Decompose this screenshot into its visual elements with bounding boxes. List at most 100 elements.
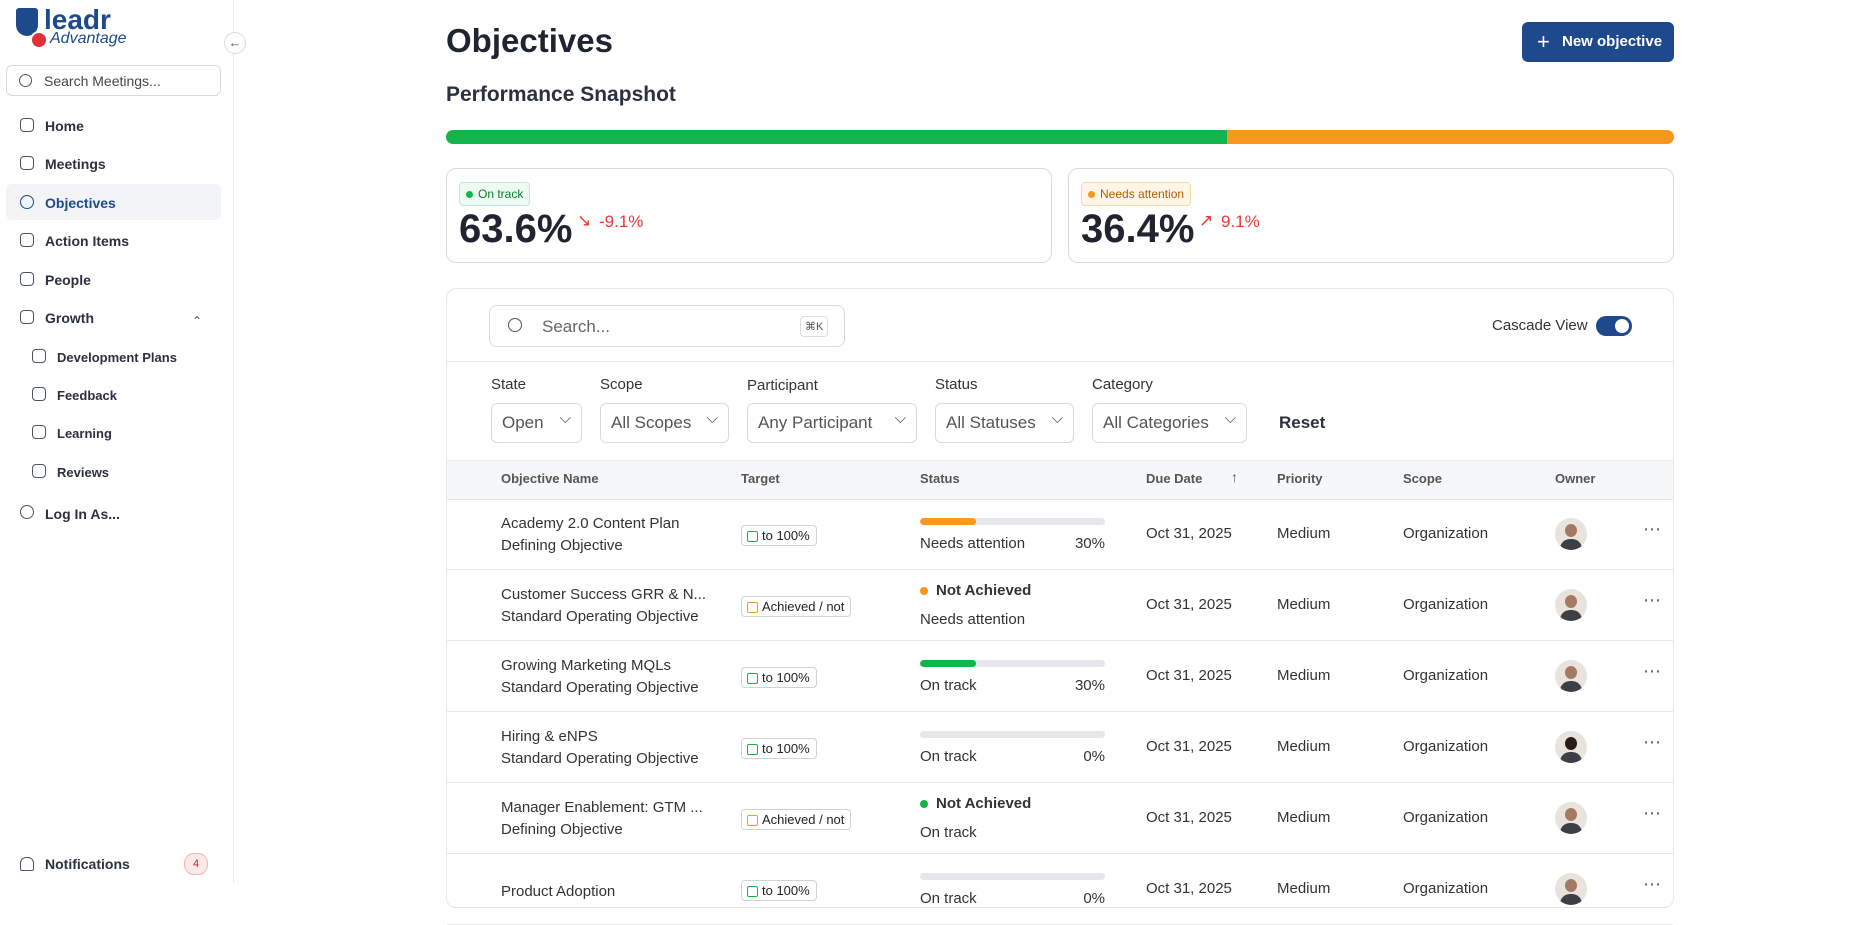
result-dot bbox=[920, 587, 928, 595]
avatar-body bbox=[1560, 539, 1582, 550]
scope: Organization bbox=[1403, 525, 1489, 542]
nav-icon bbox=[20, 233, 34, 247]
filter-select[interactable]: All Scopes ⌵ bbox=[600, 403, 729, 443]
objective-name[interactable]: Product Adoption bbox=[501, 883, 616, 900]
owner-avatar bbox=[1555, 518, 1587, 550]
target-tag: to 100% bbox=[741, 738, 817, 759]
page-title: Objectives bbox=[446, 22, 613, 59]
filter-value: All Categories bbox=[1103, 413, 1209, 432]
snapshot-segment bbox=[446, 130, 1227, 144]
status-label: Needs attention bbox=[920, 611, 1026, 628]
target-icon bbox=[747, 673, 758, 684]
chevron: ⌵ bbox=[894, 410, 906, 427]
meeting-search[interactable]: Search Meetings... bbox=[6, 65, 221, 96]
objective-name[interactable]: Growing Marketing MQLs bbox=[501, 657, 672, 674]
nav-link[interactable]: Reviews bbox=[57, 465, 110, 480]
divider bbox=[447, 361, 1673, 362]
nav-icon bbox=[20, 505, 34, 519]
snapshot-title: Performance Snapshot bbox=[446, 83, 676, 106]
logo-mark bbox=[16, 8, 38, 36]
row-menu[interactable]: ⋯ bbox=[1643, 874, 1661, 894]
chevron: ⌵ bbox=[706, 410, 718, 427]
logo-text: leadr bbox=[44, 4, 111, 35]
nav-icon bbox=[20, 310, 34, 324]
nav-link[interactable]: Log In As... bbox=[45, 506, 120, 522]
avatar-body bbox=[1560, 610, 1582, 621]
notifications-link[interactable]: Notifications bbox=[45, 856, 130, 872]
row-menu[interactable]: ⋯ bbox=[1643, 661, 1661, 681]
objective-name[interactable]: Hiring & eNPS bbox=[501, 728, 598, 745]
status-label: On track bbox=[920, 824, 977, 841]
nav-icon bbox=[32, 464, 46, 478]
status-label: Needs attention bbox=[920, 535, 1026, 552]
table-row: Manager Enablement: GTM ... Defining Obje… bbox=[447, 783, 1673, 854]
search-placeholder: Search... bbox=[542, 317, 611, 336]
objective-search[interactable]: Search... ⌘K bbox=[489, 305, 845, 347]
filter-value: Open bbox=[502, 413, 544, 432]
nav-link[interactable]: Meetings bbox=[45, 156, 106, 172]
objective-kind: Standard Operating Objective bbox=[501, 608, 699, 625]
priority: Medium bbox=[1277, 667, 1331, 684]
progress-label: 0% bbox=[1083, 748, 1105, 765]
filter-select[interactable]: All Categories ⌵ bbox=[1092, 403, 1247, 443]
table-row: Growing Marketing MQLs Standard Operating… bbox=[447, 641, 1673, 712]
new-objective-button[interactable]: + New objective bbox=[1522, 22, 1674, 62]
row-menu[interactable]: ⋯ bbox=[1643, 803, 1661, 823]
reset-button[interactable]: Reset bbox=[1279, 413, 1326, 432]
filter-select[interactable]: Any Participant ⌵ bbox=[747, 403, 917, 443]
objective-kind: Standard Operating Objective bbox=[501, 750, 699, 767]
objective-name[interactable]: Customer Success GRR & N... bbox=[501, 586, 707, 603]
nav-link[interactable]: Objectives bbox=[45, 195, 116, 211]
row-menu[interactable]: ⋯ bbox=[1643, 590, 1661, 610]
owner-avatar bbox=[1555, 660, 1587, 692]
table-row: Hiring & eNPS Standard Operating Objectiv… bbox=[447, 712, 1673, 783]
toggle-knob bbox=[1615, 319, 1629, 333]
column-header: Owner bbox=[1555, 471, 1596, 486]
nav-link[interactable]: Learning bbox=[57, 426, 112, 441]
cascade-label: Cascade View bbox=[1492, 317, 1588, 334]
objectives-panel: Search... ⌘K Cascade View Reset Academy … bbox=[446, 288, 1674, 925]
filter-select[interactable]: All Statuses ⌵ bbox=[935, 403, 1074, 443]
nav-icon bbox=[20, 195, 34, 209]
nav-link[interactable]: Action Items bbox=[45, 233, 130, 249]
progress-track bbox=[920, 873, 1105, 880]
table-header bbox=[447, 460, 1673, 500]
notification-count: 4 bbox=[184, 853, 208, 875]
progress-label: 30% bbox=[1074, 677, 1105, 694]
column-header: Objective Name bbox=[501, 471, 599, 486]
result-label: Not Achieved bbox=[936, 795, 1032, 812]
nav-link[interactable]: People bbox=[45, 272, 91, 288]
nav-link[interactable]: Growth bbox=[45, 310, 94, 326]
due-date: Oct 31, 2025 bbox=[1146, 809, 1232, 826]
nav-icon bbox=[32, 387, 46, 401]
progress-track bbox=[920, 731, 1105, 738]
avatar-head bbox=[1565, 737, 1577, 750]
row-menu[interactable]: ⋯ bbox=[1643, 519, 1661, 539]
target-tag: Achieved / not bbox=[741, 596, 852, 617]
growth-chevron[interactable]: ⌃ bbox=[192, 314, 203, 328]
target-tag: Achieved / not bbox=[741, 809, 852, 830]
filter-value: All Statuses bbox=[946, 413, 1036, 432]
row-menu[interactable]: ⋯ bbox=[1643, 732, 1661, 752]
objective-name[interactable]: Academy 2.0 Content Plan bbox=[501, 515, 680, 532]
filter-select[interactable]: Open ⌵ bbox=[491, 403, 582, 443]
progress-fill bbox=[920, 660, 976, 667]
nav-icon bbox=[20, 118, 34, 132]
snapshot-segment bbox=[1227, 130, 1674, 144]
status-label: On track bbox=[920, 677, 977, 694]
collapse-button[interactable]: ← bbox=[224, 32, 246, 54]
avatar-head bbox=[1565, 879, 1577, 892]
snapshot-card: Needs attention 36.4% 9.1% ↗ bbox=[1068, 168, 1674, 263]
percent-value: 36.4% bbox=[1081, 207, 1195, 251]
objective-kind: Defining Objective bbox=[501, 537, 623, 554]
objective-name[interactable]: Manager Enablement: GTM ... bbox=[501, 799, 703, 816]
avatar-head bbox=[1565, 666, 1577, 679]
status-dot bbox=[1088, 191, 1095, 198]
nav-link[interactable]: Feedback bbox=[57, 388, 117, 403]
nav-link[interactable]: Development Plans bbox=[57, 350, 177, 365]
filter-label: Participant bbox=[747, 377, 818, 394]
priority: Medium bbox=[1277, 738, 1331, 755]
cascade-toggle[interactable] bbox=[1596, 316, 1632, 336]
chevron: ⌵ bbox=[559, 410, 571, 427]
nav-link[interactable]: Home bbox=[45, 118, 84, 134]
